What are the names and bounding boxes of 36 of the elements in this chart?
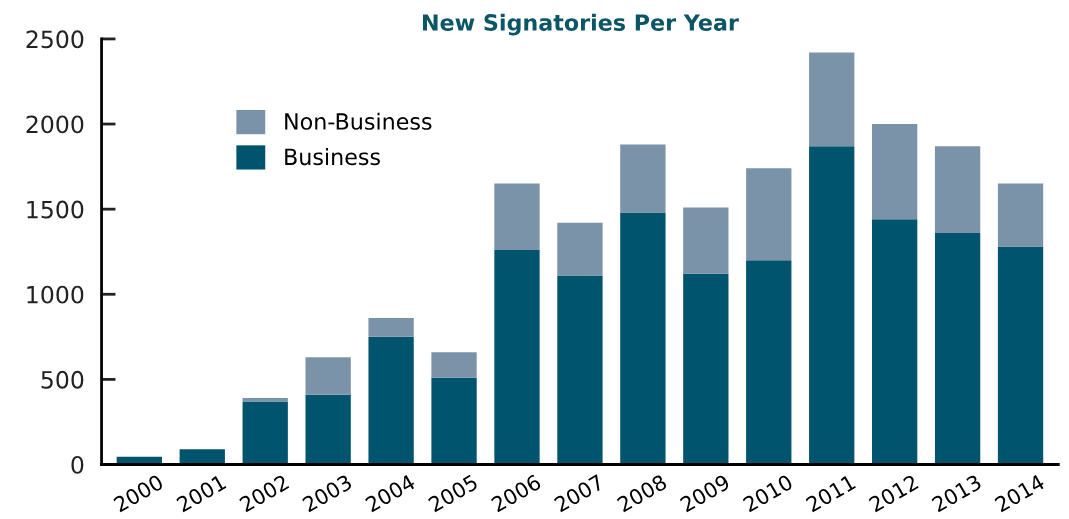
bar <box>305 357 351 395</box>
bar <box>557 222 603 276</box>
y-tick-label: 500 <box>41 370 84 389</box>
bar <box>179 449 225 465</box>
bar <box>683 273 729 465</box>
bar <box>809 146 855 465</box>
bar <box>746 260 792 465</box>
bar <box>242 398 288 402</box>
bar <box>997 183 1044 247</box>
y-tick-label: 1500 <box>27 200 84 219</box>
bar <box>431 352 477 378</box>
bar <box>683 207 729 274</box>
y-tick-label: 0 <box>71 455 84 474</box>
bar <box>305 394 351 465</box>
bar <box>871 124 918 220</box>
y-tick-label: 1000 <box>27 285 84 304</box>
bar <box>934 232 981 465</box>
bar <box>494 183 540 251</box>
bar <box>746 168 792 261</box>
bar <box>557 275 603 465</box>
bar <box>494 250 540 465</box>
bar <box>871 219 918 465</box>
legend-label: Non-Business <box>285 112 432 130</box>
bar <box>620 212 666 465</box>
bar <box>997 246 1044 465</box>
bar <box>809 52 855 147</box>
bar <box>620 144 666 213</box>
y-tick-label: 2500 <box>26 30 84 49</box>
y-tick-label: 2000 <box>26 115 84 134</box>
legend-label: Business <box>285 148 380 166</box>
bar <box>934 146 981 233</box>
bar <box>368 318 414 337</box>
bar <box>431 377 477 465</box>
bar <box>242 401 288 465</box>
bar <box>368 336 414 465</box>
chart-title: New Signatories Per Year <box>423 13 739 36</box>
